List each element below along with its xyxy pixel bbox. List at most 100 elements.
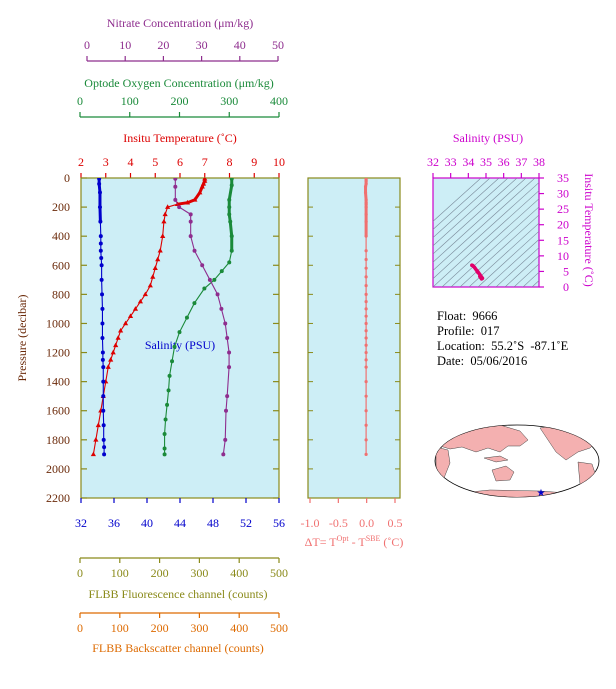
backscatter-axis-label: FLBB Backscatter channel (counts) bbox=[92, 641, 264, 655]
delta-t-point bbox=[363, 190, 368, 195]
isopycnal-line bbox=[450, 206, 539, 287]
oxygen-point bbox=[212, 277, 217, 282]
salinity-surface-line bbox=[97, 178, 102, 222]
nitrate-point bbox=[200, 263, 205, 268]
temperature-point bbox=[105, 364, 111, 369]
nitrate-point bbox=[227, 365, 232, 370]
oxygen-point bbox=[177, 330, 182, 335]
isopycnal-line bbox=[531, 280, 539, 287]
delta-t-point bbox=[364, 365, 368, 369]
tick-label: 37 bbox=[515, 155, 527, 169]
isopycnal-line bbox=[433, 182, 539, 280]
map-land-australia bbox=[491, 465, 515, 482]
fluorescence-axis: 0 100 200 300 400 500 FLBB Fluorescence chann… bbox=[77, 557, 288, 601]
delta-t-point bbox=[364, 394, 368, 398]
temperature-point bbox=[132, 306, 139, 311]
nitrate-point bbox=[173, 184, 178, 189]
tick-label: 200 bbox=[151, 566, 169, 580]
tick-label: 0 bbox=[77, 621, 83, 635]
delta-t-point bbox=[364, 205, 368, 209]
nitrate-point bbox=[224, 408, 229, 413]
delta-t-axis: -1.0 -0.5 0.0 0.5 bbox=[301, 498, 403, 530]
nitrate-point bbox=[188, 219, 193, 224]
delta-t-point bbox=[364, 202, 368, 206]
profile-row: Profile: 017 bbox=[437, 324, 568, 339]
temperature-point bbox=[137, 298, 143, 304]
tick-label: 30 bbox=[557, 187, 569, 201]
tick-label: 0.0 bbox=[359, 516, 374, 530]
nitrate-point bbox=[225, 336, 230, 340]
isopycnal-line bbox=[468, 222, 539, 287]
nitrate-point bbox=[177, 205, 182, 210]
oxygen-point bbox=[163, 417, 168, 422]
tick-label: 40 bbox=[141, 516, 153, 530]
tick-label: 200 bbox=[151, 621, 169, 635]
temperature-point bbox=[160, 233, 166, 238]
ts-isopycnals bbox=[433, 178, 539, 287]
ts-salinity-axis: 32 33 34 35 36 37 38 bbox=[427, 155, 545, 178]
isopycnal-line bbox=[433, 178, 518, 255]
tick-label: 52 bbox=[240, 516, 252, 530]
delta-t-point bbox=[364, 350, 368, 355]
float-label: Float: bbox=[437, 309, 467, 323]
temperature-point bbox=[127, 313, 134, 318]
main-plot-area bbox=[80, 177, 280, 499]
pressure-axis: 0 200 400 600 800 1000 1200 1400 1600 1800 2000 220… bbox=[46, 171, 279, 505]
delta-t-point bbox=[364, 314, 368, 318]
isopycnal-line bbox=[433, 178, 509, 247]
isopycnal-line bbox=[477, 230, 539, 287]
tick-label: 400 bbox=[230, 566, 248, 580]
delta-t-series bbox=[363, 178, 368, 456]
salinity-point bbox=[100, 321, 105, 326]
nitrate-axis: Nitrate Concentration (μm/kg) 0 10 20 30 40 5… bbox=[84, 16, 284, 62]
nitrate-point bbox=[227, 350, 232, 355]
salinity-point bbox=[101, 365, 106, 370]
oxygen-surface-line bbox=[227, 178, 234, 251]
oxygen-point bbox=[162, 432, 167, 436]
temperature-point bbox=[157, 247, 163, 253]
nitrate-axis-label: Nitrate Concentration (μm/kg) bbox=[107, 16, 253, 30]
tick-label: 200 bbox=[52, 200, 70, 214]
delta-t-point bbox=[364, 179, 368, 183]
tick-label: 1400 bbox=[46, 375, 70, 389]
oxygen-point bbox=[219, 269, 224, 274]
tick-label: 32 bbox=[75, 516, 87, 530]
salinity-axis-label: Salinity (PSU) bbox=[145, 338, 215, 352]
tick-label: 500 bbox=[270, 621, 288, 635]
tick-label: 34 bbox=[462, 155, 474, 169]
tick-label: 48 bbox=[207, 516, 219, 530]
oxygen-point bbox=[227, 260, 232, 265]
tick-label: 100 bbox=[111, 566, 129, 580]
float-info: Float: 9666 Profile: 017 Location: 55.2˚… bbox=[437, 309, 568, 369]
nitrate-point bbox=[173, 197, 178, 202]
isopycnal-line bbox=[522, 271, 539, 287]
salinity-point bbox=[101, 437, 106, 442]
tick-label: 0 bbox=[77, 566, 83, 580]
salinity-point bbox=[98, 248, 103, 253]
tick-label: 100 bbox=[121, 94, 139, 108]
ts-points bbox=[470, 263, 485, 281]
profile-label: Profile: bbox=[437, 324, 475, 338]
location-map: ★ bbox=[434, 424, 600, 499]
ts-point bbox=[476, 270, 480, 275]
salinity-point bbox=[101, 394, 106, 399]
tick-label: 20 bbox=[557, 218, 569, 232]
temperature-point bbox=[152, 265, 158, 270]
pressure-axis-label: Pressure (decibar) bbox=[15, 295, 29, 382]
tick-label: 7 bbox=[202, 155, 208, 169]
oxygen-point bbox=[162, 452, 167, 457]
delta-t-point bbox=[364, 257, 368, 262]
delta-t-point bbox=[363, 185, 368, 189]
tick-label: 56 bbox=[273, 516, 285, 530]
delta-t-point bbox=[364, 249, 368, 253]
float-location-marker: ★ bbox=[537, 488, 546, 499]
delta-t-point bbox=[364, 409, 368, 413]
tick-label: 0 bbox=[77, 94, 83, 108]
temperature-axis-label: Insitu Temperature (˚C) bbox=[123, 131, 237, 145]
isopycnal-line bbox=[486, 239, 539, 287]
delta-t-point bbox=[364, 182, 368, 186]
tick-label: 5 bbox=[152, 155, 158, 169]
salinity-point bbox=[100, 336, 105, 340]
